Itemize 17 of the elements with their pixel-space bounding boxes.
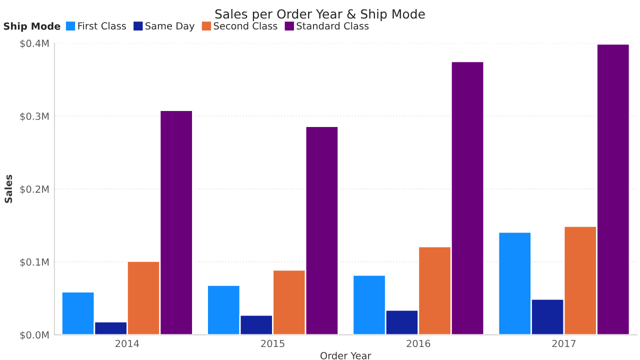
x-tick-label: 2015 (261, 340, 284, 348)
legend-label: Second Class (214, 22, 278, 30)
y-tick-label: $0.2M (20, 185, 49, 194)
y-tick-label: $0.0M (20, 331, 49, 340)
x-tick-label: 2014 (116, 340, 140, 348)
y-tick-label: $0.4M (20, 40, 49, 48)
y-axis-title: Sales (4, 174, 12, 203)
y-tick-label: $0.3M (20, 112, 49, 122)
legend-label: Same Day (146, 22, 195, 32)
y-tick-label: $0.1M (20, 258, 49, 268)
x-axis-title: Order Year (320, 352, 372, 360)
x-tick-label: 2017 (552, 340, 576, 348)
legend-title: Ship Mode (4, 22, 60, 32)
legend-label: Standard Class (296, 22, 369, 30)
chart-title: Sales per Order Year & Ship Mode (215, 9, 425, 22)
legend-label: First Class (78, 22, 126, 30)
x-tick-label: 2016 (406, 340, 430, 348)
